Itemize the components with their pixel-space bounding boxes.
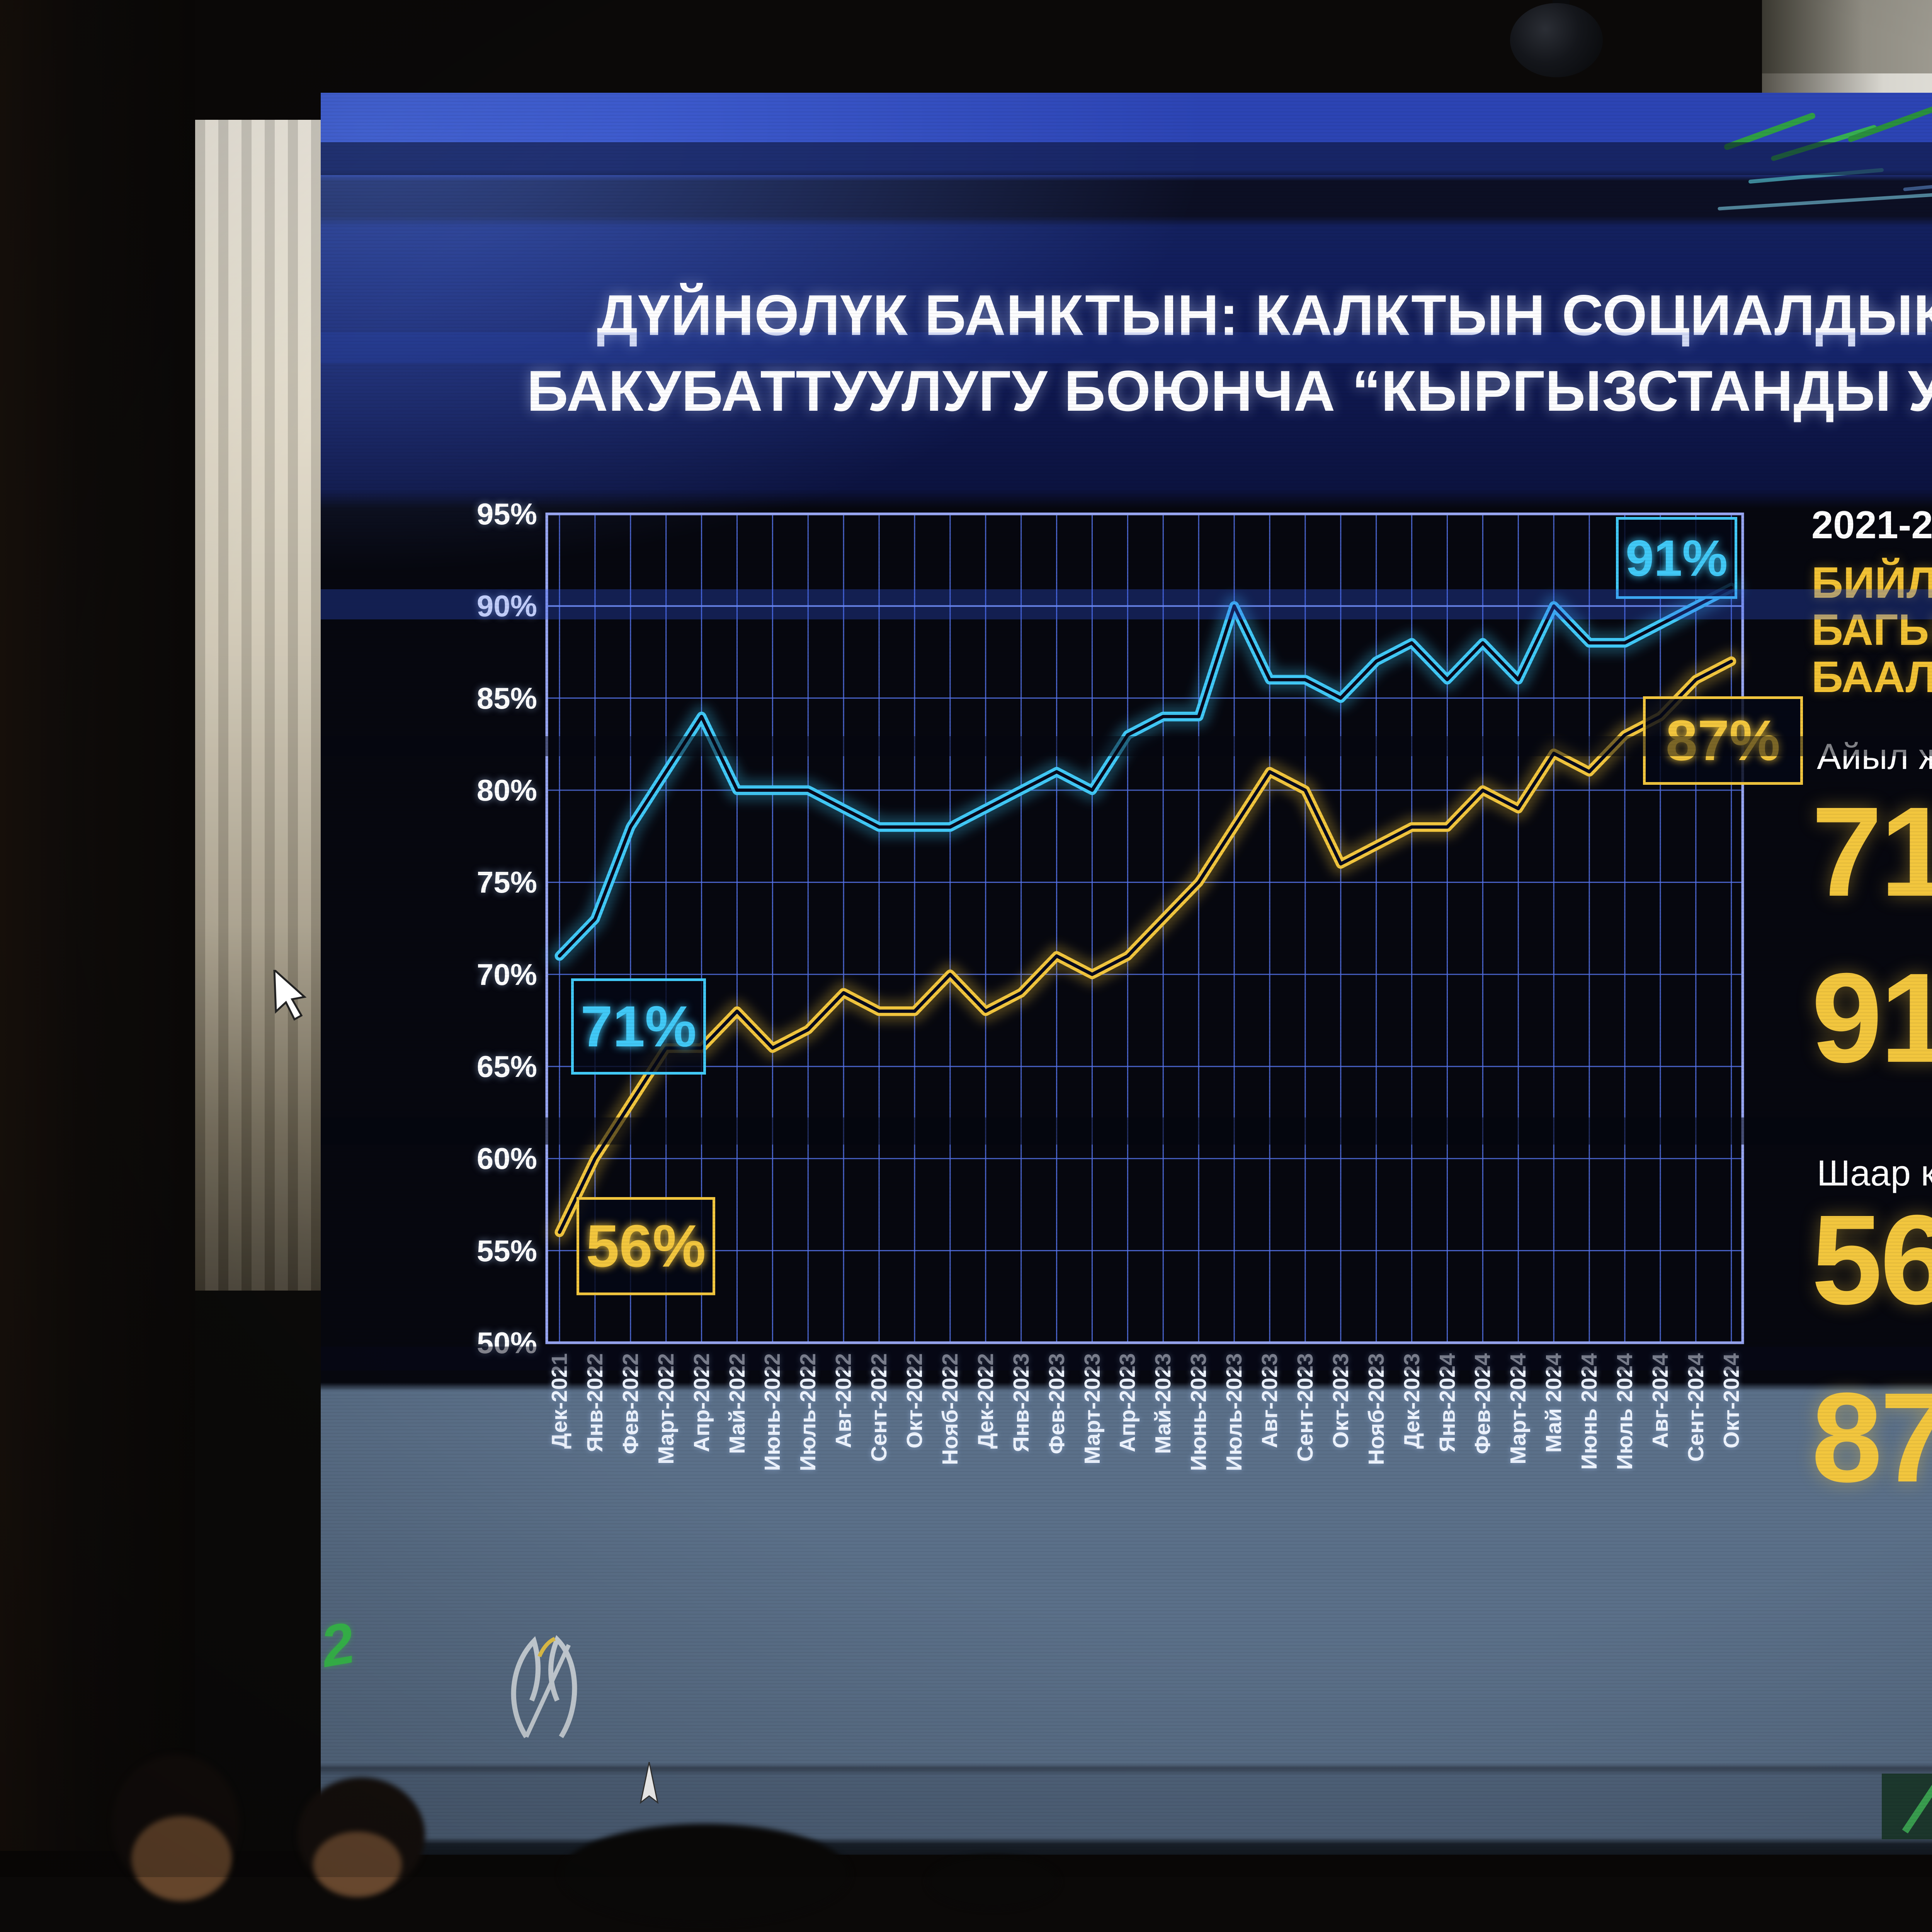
x-axis-month-label: Дек-2023 (1399, 1353, 1424, 1449)
y-axis-tick-label: 75% (476, 865, 537, 900)
x-axis-month-label: Июнь-2022 (760, 1353, 785, 1471)
x-axis-month-label: Нояб-2022 (937, 1353, 963, 1465)
series-0-core (558, 586, 1733, 958)
panel-statement-line2: БАГЫТТА БАРАТАТ ДЕП (1811, 605, 1932, 655)
x-axis-month-label: Сент-2022 (867, 1353, 892, 1462)
x-axis-month-label: Июнь 2024 (1577, 1353, 1602, 1470)
slide-title: ДҮЙНӨЛҮК БАНКТЫН: КАЛКТЫН СОЦИАЛДЫК-ЭКОН… (522, 277, 1932, 429)
x-axis-month-label: Янв-2022 (582, 1353, 607, 1452)
x-axis-month-label: Янв-2024 (1435, 1353, 1460, 1452)
x-axis-month-label: Сент-2023 (1293, 1353, 1318, 1462)
urban-section-label: Шаар калкынын арасында (1817, 1153, 1932, 1193)
urban-to-value: 87 % (1811, 1366, 1932, 1509)
x-axis-month-label: Дек-2021 (547, 1353, 572, 1449)
x-axis-month-label: Нояб-2023 (1364, 1353, 1389, 1465)
rural-section-label: Айыл жергесинде (1817, 736, 1932, 777)
audience-face-lit (313, 1832, 402, 1897)
x-axis-month-label: Июнь-2023 (1186, 1353, 1211, 1471)
video-thumbnail-greens-icon: U (1882, 1774, 1932, 1839)
y-axis-tick-label: 90% (476, 589, 537, 623)
y-axis-tick-label: 95% (476, 497, 537, 531)
room-left-dark-wall (0, 0, 195, 1877)
x-axis-month-label: Июль-2023 (1222, 1353, 1247, 1471)
panel-period-heading: 2021-2024-жылдар аралыгында (1811, 503, 1932, 547)
x-axis-month-label: Авг-2023 (1257, 1353, 1282, 1448)
x-axis-month-label: Авг-2022 (831, 1353, 856, 1448)
x-axis-month-label: Авг-2024 (1648, 1353, 1673, 1448)
y-axis-tick-label: 85% (476, 681, 537, 715)
x-axis-month-label: Янв-2023 (1009, 1353, 1034, 1452)
panel-statement-line3: БААЛАГАНДАРДЫН ҮЛҮШҮ (1811, 653, 1932, 702)
y-axis-tick-label: 70% (476, 957, 537, 992)
x-axis-month-label: Май 2024 (1541, 1353, 1566, 1453)
audience-silhouette (927, 1855, 1059, 1909)
urban-from-value: 56 % (1811, 1188, 1932, 1331)
panel-statement-line1: БИЙЛИКТИН САЯСАТЫ ТУУРА (1811, 558, 1932, 607)
mouse-cursor-icon[interactable] (638, 1762, 661, 1808)
ceiling-camera (1510, 3, 1603, 77)
x-axis-month-label: Фев-2023 (1044, 1353, 1069, 1454)
x-axis-month-label: Март-2024 (1506, 1353, 1531, 1464)
x-axis-month-label: Окт-2024 (1719, 1353, 1744, 1449)
x-axis-month-label: Окт-2022 (902, 1353, 927, 1449)
x-axis-month-label: Окт-2023 (1328, 1353, 1353, 1449)
audience-silhouette (560, 1824, 850, 1924)
line-chart (545, 512, 1744, 1344)
x-axis-month-label: Дек-2022 (973, 1353, 998, 1449)
series-1-glow (548, 650, 1743, 1243)
x-axis-month-label: Фев-2024 (1470, 1353, 1495, 1454)
x-axis-month-label: Июль 2024 (1612, 1353, 1637, 1470)
y-axis-tick-label: 50% (476, 1326, 537, 1360)
x-axis-month-label: Март-2022 (653, 1353, 679, 1464)
rural-to-value: 91 % (1811, 946, 1932, 1089)
audience-face-lit (131, 1816, 232, 1901)
x-axis-month-label: Апр-2022 (689, 1353, 714, 1452)
y-axis-tick-label: 80% (476, 773, 537, 807)
y-axis-tick-label: 60% (476, 1141, 537, 1176)
wall-above-screen (1762, 0, 1932, 73)
rural-from-row: 71 % дан (1811, 780, 1932, 923)
y-axis-tick-label: 55% (476, 1233, 537, 1268)
chart-callout-56pct: 56% (577, 1197, 715, 1295)
slide-title-line2: БАКУБАТТУУЛУГУ БОЮНЧА “КЫРГЫЗСТАНДЫ УГУУ… (527, 359, 1932, 423)
x-axis-month-label: Сент-2024 (1683, 1353, 1708, 1462)
x-axis-month-label: Март-2023 (1080, 1353, 1105, 1464)
urban-from-row: 56 % дан (1811, 1188, 1932, 1331)
x-axis-month-label: Июль-2022 (796, 1353, 821, 1471)
x-axis-month-label: Апр-2023 (1115, 1353, 1140, 1452)
chart-callout-87pct: 87% (1643, 696, 1803, 785)
y-axis-tick-label: 65% (476, 1049, 537, 1083)
projection-screen: U ДҮЙНӨЛҮК БАНКТЫН: КАЛКТЫН СОЦИАЛДЫК-ЭК… (321, 93, 1932, 1855)
x-axis-month-label: Май-2023 (1151, 1353, 1176, 1454)
rural-to-row: 91 % га өстү (1811, 946, 1932, 1089)
chart-callout-91pct: 91% (1616, 517, 1737, 599)
chart-callout-71pct: 71% (571, 978, 706, 1075)
tulip-logo-icon (511, 1635, 577, 1738)
series-0-glow (548, 576, 1743, 967)
x-axis-month-label: Май-2022 (724, 1353, 750, 1454)
x-axis-month-label: Фев-2022 (618, 1353, 643, 1454)
urban-to-row: 87 % га чейин өстү (1811, 1366, 1932, 1509)
series-1-core (558, 660, 1733, 1234)
rural-from-value: 71 % (1811, 780, 1932, 923)
window-curtain (195, 120, 323, 1302)
pointer-arrow-icon[interactable] (270, 970, 309, 1028)
slide-title-line1: ДҮЙНӨЛҮК БАНКТЫН: КАЛКТЫН СОЦИАЛДЫК-ЭКОН… (597, 283, 1932, 347)
